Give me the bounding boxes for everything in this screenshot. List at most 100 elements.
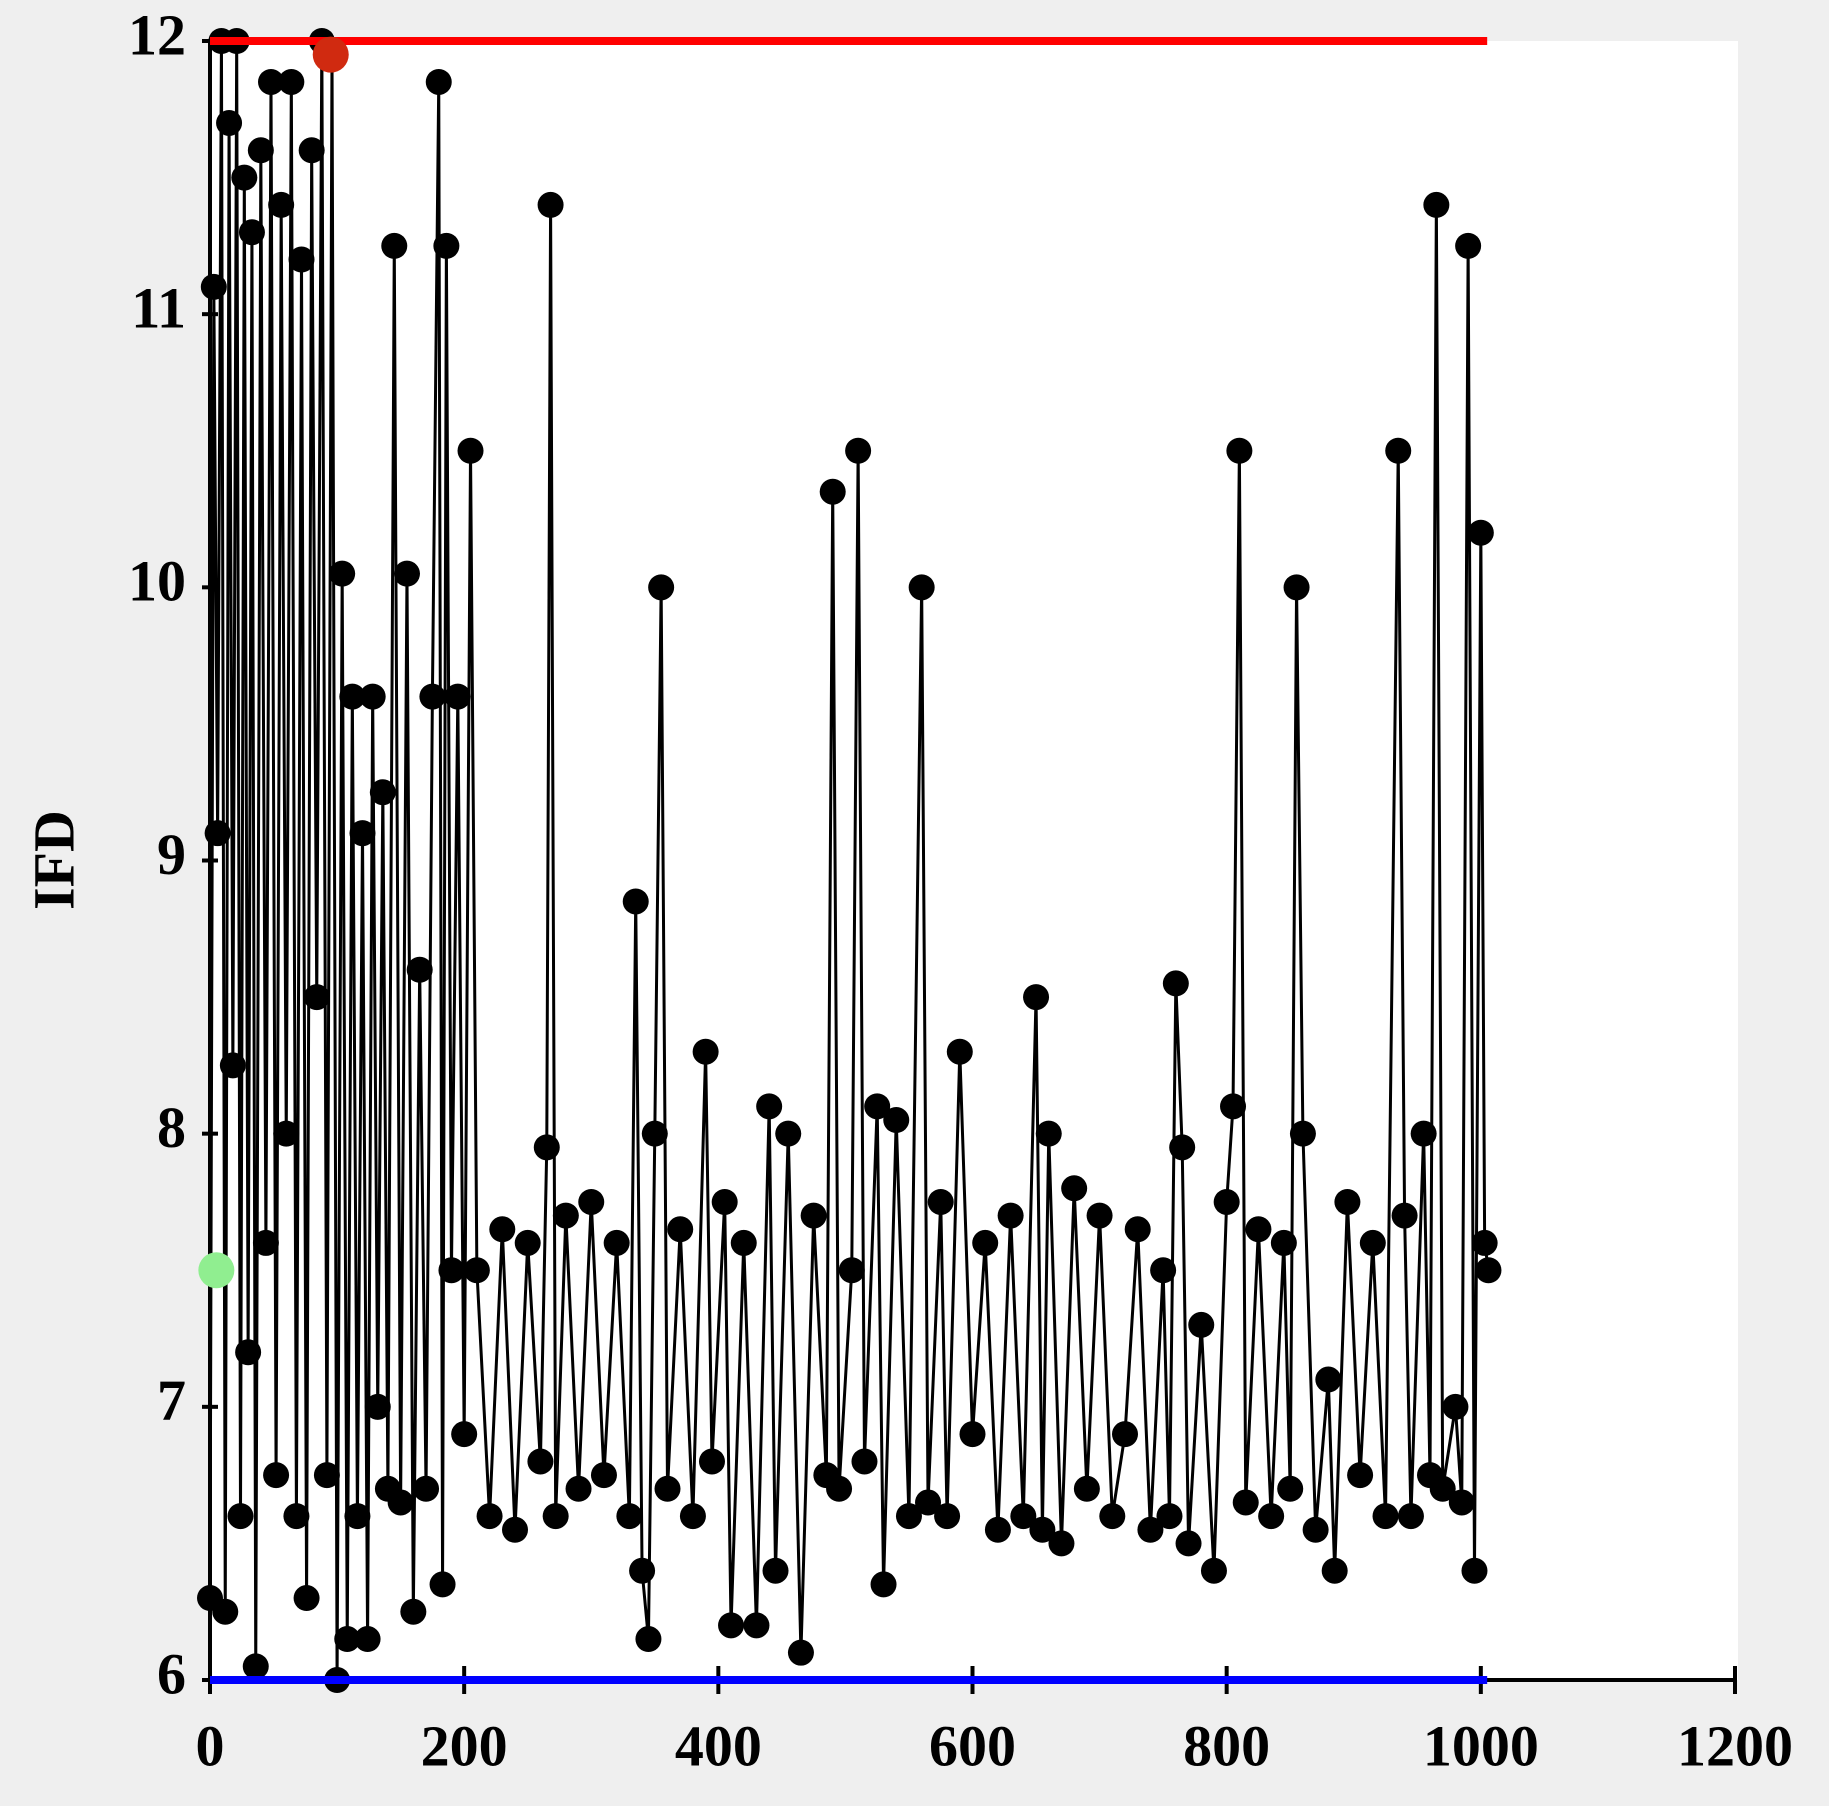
data-point [915, 1489, 942, 1516]
data-point [457, 437, 484, 464]
data-point [1124, 1216, 1151, 1243]
y-tick-label: 9 [157, 822, 186, 887]
data-point [273, 1120, 300, 1147]
data-point [406, 956, 433, 983]
data-point [1315, 1366, 1342, 1393]
data-point [934, 1503, 961, 1530]
data-point [1232, 1489, 1259, 1516]
data-point [1150, 1257, 1177, 1284]
data-point [908, 574, 935, 601]
data-point [679, 1503, 706, 1530]
data-point [984, 1516, 1011, 1543]
x-tick-label: 1000 [1423, 1713, 1539, 1778]
data-point [1385, 437, 1412, 464]
data-point [1048, 1530, 1075, 1557]
x-tick-label: 800 [1183, 1713, 1270, 1778]
data-point [1475, 1257, 1502, 1284]
data-point [762, 1557, 789, 1584]
data-point [283, 1503, 310, 1530]
data-point [349, 820, 376, 847]
data-point [212, 1598, 239, 1625]
data-point [718, 1612, 745, 1639]
data-point [1289, 1120, 1316, 1147]
data-point [1213, 1188, 1240, 1215]
data-point [303, 984, 330, 1011]
data-point [1169, 1134, 1196, 1161]
data-point [1156, 1503, 1183, 1530]
data-point [743, 1612, 770, 1639]
data-point [533, 1134, 560, 1161]
data-point [354, 1626, 381, 1653]
data-point [1372, 1503, 1399, 1530]
data-point [1061, 1175, 1088, 1202]
highlight-point [198, 1252, 235, 1289]
data-point [238, 219, 265, 246]
data-point [845, 437, 872, 464]
data-point [972, 1229, 999, 1256]
x-tick-label: 600 [929, 1713, 1016, 1778]
data-point [369, 779, 396, 806]
data-point [775, 1120, 802, 1147]
data-point [1035, 1120, 1062, 1147]
data-point [552, 1202, 579, 1229]
data-point [826, 1475, 853, 1502]
data-point [542, 1503, 569, 1530]
data-point [1112, 1421, 1138, 1448]
y-tick-label: 11 [131, 275, 186, 340]
data-point [927, 1188, 954, 1215]
y-tick-label: 10 [128, 549, 186, 614]
data-point [1086, 1202, 1113, 1229]
data-point [413, 1475, 440, 1502]
data-point [252, 1229, 279, 1256]
data-point [1334, 1188, 1361, 1215]
data-point [946, 1038, 973, 1065]
data-point [425, 68, 452, 95]
data-point [216, 109, 243, 136]
data-point [438, 1257, 465, 1284]
data-point [1455, 232, 1482, 259]
data-point [1010, 1503, 1037, 1530]
data-point [489, 1216, 516, 1243]
data-point [641, 1120, 668, 1147]
data-point [400, 1598, 427, 1625]
data-point [293, 1585, 320, 1612]
data-point [476, 1503, 503, 1530]
data-point [298, 137, 325, 164]
data-point [578, 1188, 605, 1215]
data-point [730, 1229, 757, 1256]
data-point [648, 574, 675, 601]
data-point [339, 683, 366, 710]
data-point [1391, 1202, 1418, 1229]
data-point [1461, 1557, 1488, 1584]
data-point [1258, 1503, 1285, 1530]
data-point [1137, 1516, 1164, 1543]
data-point [1423, 191, 1450, 218]
data-point [616, 1503, 643, 1530]
y-tick-label: 6 [157, 1641, 186, 1706]
data-point [258, 68, 284, 95]
data-point [629, 1557, 656, 1584]
x-tick-label: 1200 [1677, 1713, 1793, 1778]
data-point [313, 1462, 340, 1489]
data-point [451, 1421, 478, 1448]
data-point [590, 1462, 617, 1489]
data-point [200, 273, 227, 300]
data-point [1283, 574, 1310, 601]
data-point [1023, 984, 1050, 1011]
data-point [1302, 1516, 1329, 1543]
highlight-point [312, 36, 349, 73]
x-tick-label: 0 [196, 1713, 225, 1778]
data-point [565, 1475, 592, 1502]
data-point [1429, 1475, 1456, 1502]
data-point [838, 1257, 865, 1284]
data-point [344, 1503, 371, 1530]
data-point [268, 191, 295, 218]
y-axis-label: IFD [21, 810, 86, 910]
data-point [288, 246, 315, 273]
data-point [247, 137, 274, 164]
data-point [1321, 1557, 1348, 1584]
data-point [667, 1216, 694, 1243]
data-point [787, 1639, 814, 1666]
